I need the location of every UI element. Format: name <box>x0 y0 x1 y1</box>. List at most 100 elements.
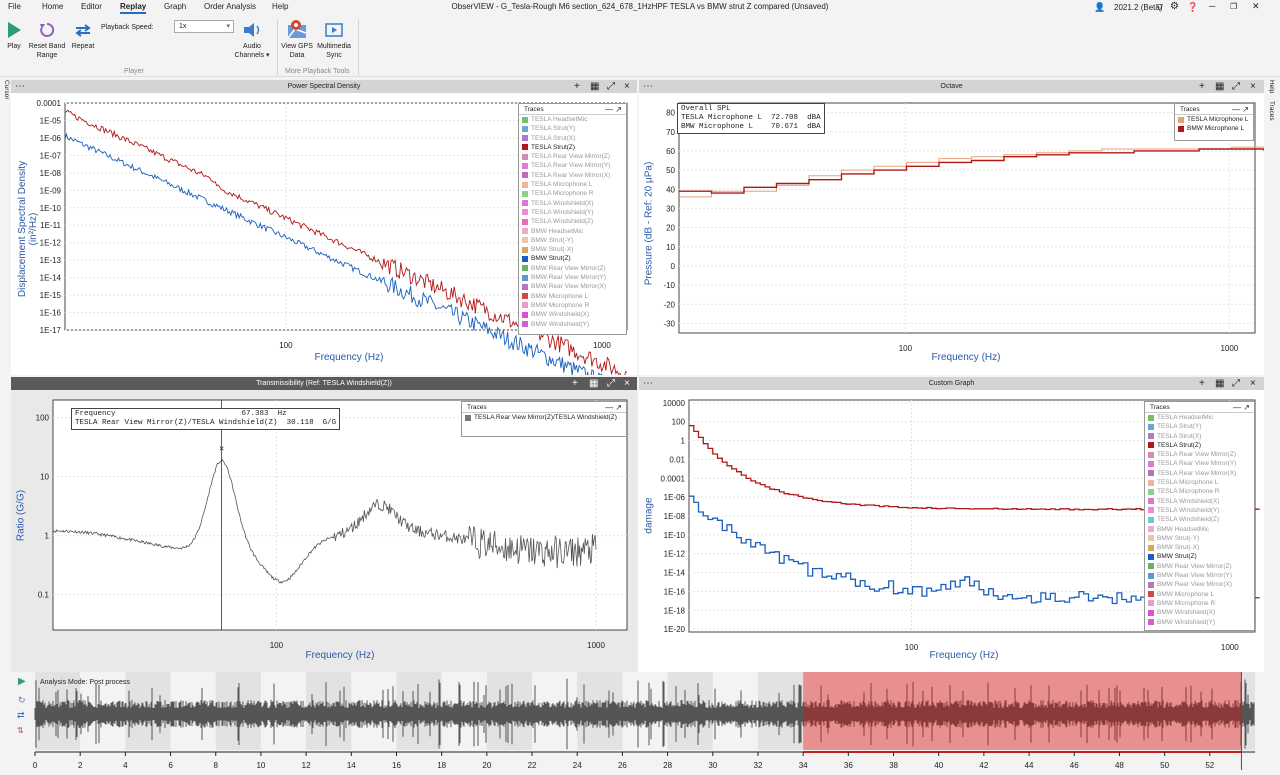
legend-item[interactable]: TESLA Rear View Mirror(Z)/TESLA Windshie… <box>462 413 626 422</box>
legend-item[interactable]: TESLA Windshield(Z) <box>519 217 626 226</box>
legend-item[interactable]: TESLA Windshield(X) <box>519 199 626 208</box>
legend-item[interactable]: TESLA Rear View Mirror(Z) <box>519 152 626 161</box>
help-side-tab[interactable]: Help <box>1268 80 1275 94</box>
reset-band-range-button[interactable]: Reset Band Range <box>26 21 68 60</box>
legend-item[interactable]: BMW Microphone L <box>519 292 626 301</box>
legend-item[interactable]: BMW Rear View Mirror(X) <box>519 282 626 291</box>
legend-item[interactable]: TESLA Microphone L <box>1175 115 1253 124</box>
multimedia-sync-button[interactable]: Multimedia Sync <box>314 21 354 60</box>
legend-item[interactable]: TESLA Microphone L <box>1145 478 1254 487</box>
legend-item[interactable]: TESLA Rear View Mirror(Y) <box>1145 459 1254 468</box>
legend-item[interactable]: BMW HeadsetMic <box>1145 525 1254 534</box>
playback-speed-select[interactable]: 1x ▾ <box>174 20 234 33</box>
legend-item[interactable]: TESLA Microphone L <box>519 180 626 189</box>
panel-menu-icon[interactable]: ⋯ <box>643 81 653 92</box>
grid-icon[interactable]: ▦ <box>1215 378 1225 389</box>
legend-item[interactable]: TESLA Rear View Mirror(Z) <box>1145 450 1254 459</box>
menu-replay[interactable]: Replay <box>120 2 147 14</box>
custom-legend[interactable]: Traces — ↗ TESLA HeadsetMic TESLA Strut(Y) T… <box>1144 401 1255 631</box>
panel-menu-icon[interactable]: ⋯ <box>15 81 25 92</box>
legend-item[interactable]: TESLA Strut(Z) <box>519 143 626 152</box>
traces-side-tab[interactable]: Traces <box>1268 101 1275 121</box>
legend-item[interactable]: BMW Rear View Mirror(X) <box>1145 580 1254 589</box>
legend-item[interactable]: BMW Microphone R <box>1145 599 1254 608</box>
legend-item[interactable]: BMW Microphone R <box>519 301 626 310</box>
legend-controls-icon[interactable]: — ↗ <box>605 105 622 114</box>
legend-item[interactable]: BMW HeadsetMic <box>519 227 626 236</box>
panel-menu-icon[interactable]: ⋯ <box>643 378 653 389</box>
legend-item[interactable]: TESLA Rear View Mirror(Y) <box>519 161 626 170</box>
legend-item[interactable]: TESLA Strut(Y) <box>519 124 626 133</box>
legend-item[interactable]: BMW Rear View Mirror(Z) <box>1145 562 1254 571</box>
legend-item[interactable]: BMW Strut(-X) <box>1145 543 1254 552</box>
psd-legend[interactable]: Traces — ↗ TESLA HeadsetMic TESLA Strut(Y) T… <box>518 103 627 335</box>
settings-icon[interactable]: ⚙ <box>1170 1 1179 12</box>
legend-item[interactable]: BMW Strut(Z) <box>519 254 626 263</box>
repeat-button[interactable]: Repeat <box>70 21 96 51</box>
legend-item[interactable]: TESLA HeadsetMic <box>1145 413 1254 422</box>
legend-controls-icon[interactable]: — ↗ <box>605 403 622 412</box>
legend-item[interactable]: TESLA Windshield(Z) <box>1145 515 1254 524</box>
cursor-side-tab[interactable]: Cursor <box>3 80 10 100</box>
legend-item[interactable]: BMW Windshield(Y) <box>519 320 626 329</box>
add-icon[interactable]: + <box>1199 378 1205 389</box>
legend-item[interactable]: BMW Strut(-X) <box>519 245 626 254</box>
legend-item[interactable]: TESLA Rear View Mirror(X) <box>1145 469 1254 478</box>
audio-channels-button[interactable]: Audio Channels ▾ <box>232 21 272 60</box>
legend-item[interactable]: TESLA Microphone R <box>519 189 626 198</box>
legend-item[interactable]: TESLA Windshield(Y) <box>1145 506 1254 515</box>
legend-item[interactable]: TESLA Microphone R <box>1145 487 1254 496</box>
legend-controls-icon[interactable]: — ↗ <box>1233 403 1250 412</box>
timeline-play-icon[interactable]: ▶ <box>18 676 26 687</box>
close-icon[interactable]: × <box>624 378 630 389</box>
view-gps-button[interactable]: View GPS Data <box>279 19 315 60</box>
play-button[interactable]: Play <box>3 21 25 51</box>
menu-help[interactable]: Help <box>272 2 289 11</box>
trans-chart[interactable]: 100 10 1 0.1 100 1000 × <box>11 390 637 672</box>
add-icon[interactable]: + <box>572 378 578 389</box>
legend-item[interactable]: TESLA Strut(Z) <box>1145 441 1254 450</box>
legend-item[interactable]: TESLA Rear View Mirror(X) <box>519 171 626 180</box>
legend-item[interactable]: BMW Strut(-Y) <box>519 236 626 245</box>
timeline-waveform[interactable]: 0 2 4 6 8 10 12 14 16 18 20 22 24 26 28 30 32 34 36 38 40 42 4… <box>0 672 1280 770</box>
legend-item[interactable]: TESLA Windshield(Y) <box>519 208 626 217</box>
legend-item[interactable]: BMW Microphone L <box>1145 590 1254 599</box>
grid-icon[interactable]: ▦ <box>590 81 600 92</box>
legend-item[interactable]: BMW Rear View Mirror(Y) <box>1145 571 1254 580</box>
timeline-repeat-icon[interactable]: ⇄ <box>17 710 25 720</box>
help-icon[interactable]: ❓ <box>1187 2 1199 12</box>
close-window-icon[interactable]: ✕ <box>1252 1 1260 11</box>
legend-item[interactable]: TESLA HeadsetMic <box>519 115 626 124</box>
legend-item[interactable]: BMW Strut(Z) <box>1145 552 1254 561</box>
legend-controls-icon[interactable]: — ↗ <box>1232 105 1249 114</box>
user-icon[interactable]: 👤 <box>1094 2 1106 12</box>
grid-icon[interactable]: ▦ <box>589 378 599 389</box>
menu-file[interactable]: File <box>8 2 21 11</box>
legend-item[interactable]: TESLA Strut(X) <box>519 134 626 143</box>
add-icon[interactable]: + <box>574 81 580 92</box>
minimize-icon[interactable]: ─ <box>1209 1 1216 11</box>
close-icon[interactable]: × <box>624 81 630 92</box>
add-icon[interactable]: + <box>1199 81 1205 92</box>
legend-item[interactable]: BMW Microphone L <box>1175 124 1253 133</box>
legend-item[interactable]: BMW Windshield(X) <box>1145 608 1254 617</box>
trans-legend[interactable]: Traces — ↗ TESLA Rear View Mirror(Z)/TESLA… <box>461 401 627 437</box>
menu-editor[interactable]: Editor <box>81 2 102 11</box>
filter-icon[interactable]: ▽ <box>1156 2 1163 12</box>
close-icon[interactable]: × <box>1250 81 1256 92</box>
legend-item[interactable]: TESLA Strut(Y) <box>1145 422 1254 431</box>
legend-item[interactable]: TESLA Windshield(X) <box>1145 497 1254 506</box>
expand-icon[interactable]: ⤢ <box>1232 81 1240 92</box>
menu-home[interactable]: Home <box>42 2 64 11</box>
restore-icon[interactable]: ❐ <box>1230 2 1238 11</box>
expand-icon[interactable]: ⤢ <box>607 81 615 92</box>
legend-item[interactable]: BMW Windshield(Y) <box>1145 618 1254 627</box>
grid-icon[interactable]: ▦ <box>1215 81 1225 92</box>
expand-icon[interactable]: ⤢ <box>607 378 615 389</box>
legend-item[interactable]: BMW Rear View Mirror(Y) <box>519 273 626 282</box>
expand-icon[interactable]: ⤢ <box>1232 378 1240 389</box>
menu-order-analysis[interactable]: Order Analysis <box>204 2 257 11</box>
octave-legend[interactable]: Traces — ↗ TESLA Microphone L BMW Microphon… <box>1174 103 1254 141</box>
legend-item[interactable]: BMW Windshield(X) <box>519 310 626 319</box>
